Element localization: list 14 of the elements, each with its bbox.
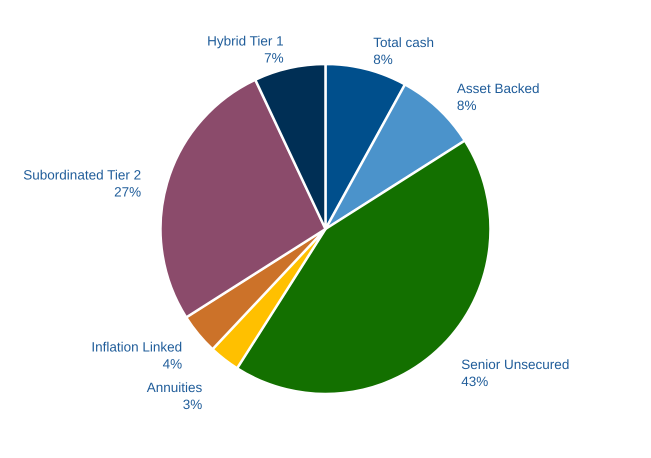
- slice-label: Senior Unsecured: [461, 356, 570, 372]
- data-label: 3%: [182, 396, 202, 412]
- data-label: 8%: [373, 52, 393, 68]
- data-label: 43%: [461, 374, 488, 389]
- data-label: 8%: [456, 98, 476, 114]
- data-label: 4%: [162, 356, 182, 372]
- slice-label: Subordinated Tier 2: [23, 167, 142, 182]
- slice-label: Inflation Linked: [91, 340, 182, 355]
- slice-label: Total cash: [373, 35, 434, 50]
- slice-label: Annuities: [146, 380, 203, 395]
- slice-label: Asset Backed: [456, 81, 540, 96]
- data-label: 7%: [264, 50, 284, 66]
- slice-label: Hybrid Tier 1: [207, 34, 284, 49]
- data-label: 27%: [114, 184, 142, 200]
